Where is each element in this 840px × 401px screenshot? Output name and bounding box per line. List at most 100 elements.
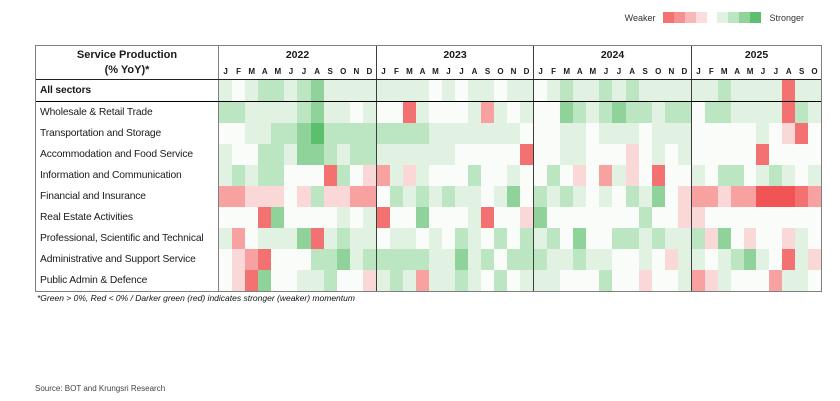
heatmap-cell (442, 270, 455, 291)
heatmap-cell (481, 228, 494, 249)
heatmap-cell (362, 186, 376, 207)
month-label: O (655, 66, 662, 76)
heatmap-cell (442, 144, 455, 165)
heatmap-cell (677, 123, 691, 144)
heatmap-cell (586, 249, 600, 270)
heatmap-cell (494, 228, 507, 249)
year-block-cells (691, 144, 821, 165)
heatmap-cell (717, 102, 731, 123)
heatmap-cell (219, 207, 233, 228)
heatmap-cell (704, 228, 718, 249)
month-label: A (785, 66, 792, 76)
heatmap-cell (507, 123, 520, 144)
month-label: S (484, 66, 491, 76)
year-block-cells (533, 207, 691, 228)
heatmap-cell (808, 270, 821, 291)
heatmap-cell (573, 249, 587, 270)
heatmap-cell (494, 186, 507, 207)
heatmap-cell (756, 123, 770, 144)
heatmap-cell (336, 186, 350, 207)
heatmap-cell (297, 228, 311, 249)
heatmap-cell (232, 207, 246, 228)
heatmap-cell (795, 270, 809, 291)
heatmap-cell (677, 144, 691, 165)
heatmap-cell (599, 228, 613, 249)
table-title-line2: (% YoY)* (104, 63, 150, 76)
heatmap-cell (769, 249, 783, 270)
heatmap-cell (625, 186, 639, 207)
heatmap-cell (481, 144, 494, 165)
heatmap-cell (336, 228, 350, 249)
heatmap-cell (232, 165, 246, 186)
month-label: M (406, 66, 413, 76)
heatmap-cell (638, 144, 652, 165)
heatmap-cell (704, 102, 718, 123)
heatmap-cell (245, 144, 259, 165)
heatmap-cell (692, 123, 705, 144)
heatmap-cell (232, 228, 246, 249)
heatmap-cell (730, 249, 744, 270)
heatmap-cell (769, 102, 783, 123)
heatmap-cell (782, 144, 796, 165)
heatmap-cell (284, 186, 298, 207)
heatmap-cell (534, 228, 548, 249)
month-label: N (510, 66, 517, 76)
sector-label: Wholesale & Retail Trade (36, 102, 219, 123)
heatmap-cell (651, 207, 665, 228)
heatmap-cell (586, 80, 600, 101)
heatmap-cell (769, 270, 783, 291)
heatmap-cell (743, 102, 757, 123)
heatmap-cell (507, 144, 520, 165)
heatmap-cell (625, 207, 639, 228)
month-label: M (432, 66, 439, 76)
heatmap-cell (795, 186, 809, 207)
month-label: O (340, 66, 347, 76)
heatmap-cell (323, 102, 337, 123)
heatmap-cell (455, 207, 468, 228)
heatmap-cell (377, 102, 390, 123)
heatmap-cell (717, 186, 731, 207)
heatmap-cell (310, 123, 324, 144)
heatmap-cell (507, 228, 520, 249)
heatmap-cell (612, 249, 626, 270)
heatmap-cell (717, 144, 731, 165)
heatmap-cell (245, 80, 259, 101)
month-label: M (274, 66, 282, 76)
heatmap-cell (692, 186, 705, 207)
heatmap-cell (677, 228, 691, 249)
year-block-cells (376, 102, 533, 123)
heatmap-cell (651, 165, 665, 186)
table-header-row: Service Production (% YoY)* 2022 J F M A M J J A… (36, 46, 821, 80)
heatmap-cell (612, 102, 626, 123)
year-block-cells (376, 207, 533, 228)
heatmap-cell (455, 102, 468, 123)
heatmap-cell (442, 249, 455, 270)
year-block-cells (219, 186, 376, 207)
sector-row: Wholesale & Retail Trade (36, 102, 821, 123)
heatmap-cell (507, 207, 520, 228)
heatmap-cell (416, 186, 429, 207)
heatmap-cell (520, 207, 533, 228)
heatmap-cell (808, 186, 821, 207)
heatmap-cell (468, 207, 481, 228)
heatmap-cell (638, 249, 652, 270)
heatmap-cell (377, 186, 390, 207)
heatmap-cell (795, 123, 809, 144)
heatmap-cell (232, 186, 246, 207)
heatmap-cell (377, 270, 390, 291)
heatmap-cell (651, 249, 665, 270)
heatmap-cell (245, 228, 259, 249)
heatmap-cell (297, 270, 311, 291)
heatmap-cell (336, 102, 350, 123)
heatmap-cell (494, 102, 507, 123)
heatmap-cell (377, 80, 390, 101)
sector-label: All sectors (36, 80, 219, 101)
month-label: M (720, 66, 728, 76)
year-block-cells (376, 80, 533, 101)
heatmap-cell (310, 80, 324, 101)
year-block-cells (691, 165, 821, 186)
momentum-legend: Weaker Stronger (617, 12, 812, 23)
heatmap-cell (743, 207, 757, 228)
sector-row: Real Estate Activities (36, 207, 821, 228)
legend-weaker-label: Weaker (624, 12, 656, 23)
